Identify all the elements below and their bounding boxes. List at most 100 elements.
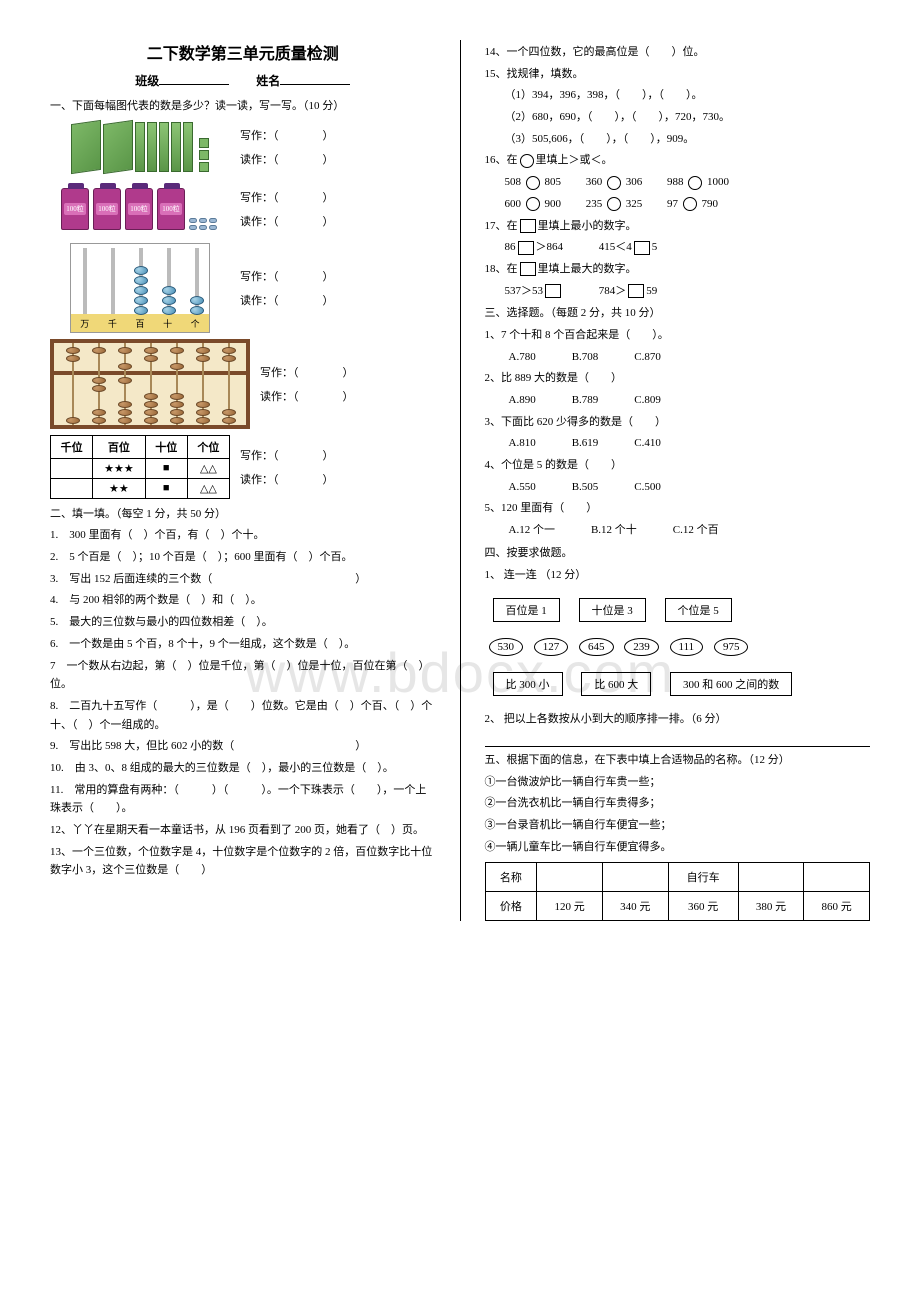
- section-5-title: 五、根据下面的信息，在下表中填上合适物品的名称。（12 分）: [485, 751, 871, 770]
- cf-label-shi: 十: [154, 317, 182, 330]
- mc-3: 3、下面比 620 少得多的数是（ ） A.810 B.619 C.410: [485, 413, 871, 453]
- write-label: 写作：（ ）: [240, 268, 436, 284]
- circle-blank[interactable]: [607, 197, 621, 211]
- mc-5: 5、120 里面有（ ） A.12 个一 B.12 个十 C.12 个百: [485, 499, 871, 539]
- mc-a[interactable]: A.12 个一: [509, 521, 555, 540]
- link-oval[interactable]: 975: [714, 638, 749, 656]
- section-4-title: 四、按要求做题。: [485, 544, 871, 563]
- mc-c[interactable]: C.500: [634, 478, 661, 497]
- info-1: ①一台微波炉比一辆自行车贵一些；: [485, 773, 871, 792]
- goods-price: 380 元: [738, 892, 804, 921]
- pv-cell: ★★★: [93, 458, 145, 478]
- q1-row-blocks: 写作：（ ） 读作：（ ）: [50, 119, 436, 175]
- column-divider: [460, 40, 461, 921]
- read-label: 读作：（ ）: [240, 292, 436, 308]
- mc-c[interactable]: C.870: [634, 348, 661, 367]
- class-blank[interactable]: [159, 84, 229, 85]
- mc-q: 3、下面比 620 少得多的数是（ ）: [485, 413, 871, 432]
- cf-label-qian: 千: [99, 317, 127, 330]
- answer-line[interactable]: [485, 733, 871, 747]
- square-blank[interactable]: [628, 284, 644, 298]
- goods-blank[interactable]: [537, 863, 603, 892]
- mc-a[interactable]: A.890: [509, 391, 536, 410]
- name-blank[interactable]: [280, 84, 350, 85]
- square-blank[interactable]: [518, 241, 534, 255]
- link-oval[interactable]: 530: [489, 638, 524, 656]
- cf-label-ge: 个: [181, 317, 209, 330]
- pv-cell: [51, 478, 93, 498]
- q1-row-place-value: 千位 百位 十位 个位 ★★★ ■ △△ ★★ ■: [50, 435, 436, 499]
- link-oval[interactable]: 127: [534, 638, 569, 656]
- q18-title: 18、在里填上最大的数字。: [485, 260, 871, 279]
- link-box[interactable]: 300 和 600 之间的数: [670, 672, 792, 696]
- mc-c[interactable]: C.410: [634, 434, 661, 453]
- goods-blank[interactable]: [804, 863, 870, 892]
- read-label: 读作：（ ）: [240, 213, 436, 229]
- circle-blank[interactable]: [688, 176, 702, 190]
- square-blank[interactable]: [634, 241, 650, 255]
- abacus-image: [50, 339, 250, 429]
- link-oval[interactable]: 111: [670, 638, 704, 656]
- mc-1: 1、7 个十和 8 个百合起来是（ ）。 A.780B.708C.870: [485, 326, 871, 366]
- goods-th-price: 价格: [485, 892, 537, 921]
- info-2: ②一台洗衣机比一辆自行车贵得多；: [485, 794, 871, 813]
- cf-label-bai: 百: [126, 317, 154, 330]
- mc-q: 5、120 里面有（ ）: [485, 499, 871, 518]
- page-title: 二下数学第三单元质量检测: [50, 40, 436, 64]
- mc-b[interactable]: B.708: [572, 348, 599, 367]
- link-box[interactable]: 百位是 1: [493, 598, 560, 622]
- q17-title: 17、在里填上最小的数字。: [485, 217, 871, 236]
- class-label: 班级: [135, 74, 159, 88]
- mc-b[interactable]: B.505: [572, 478, 599, 497]
- q17-content: 86＞864 415＜45: [485, 238, 871, 257]
- circle-blank[interactable]: [607, 176, 621, 190]
- link-oval[interactable]: 645: [579, 638, 614, 656]
- mc-a[interactable]: A.550: [509, 478, 536, 497]
- section-3-title: 三、选择题。（每题 2 分，共 10 分）: [485, 304, 871, 323]
- place-value-table: 千位 百位 十位 个位 ★★★ ■ △△ ★★ ■: [50, 435, 230, 499]
- page-container: 二下数学第三单元质量检测 班级 姓名 一、下面每幅图代表的数是多少？读一读，写一…: [50, 40, 870, 921]
- mc-b[interactable]: B.619: [572, 434, 599, 453]
- pv-cell: [51, 458, 93, 478]
- q2-6: 6. 一个数是由 5 个百，8 个十，9 个一组成，这个数是（ ）。: [50, 635, 436, 654]
- q2-3: 3. 写出 152 后面连续的三个数（ ）: [50, 570, 436, 589]
- q2-11: 11. 常用的算盘有两种：（ ）（ ）。一个下珠表示（ ），一个上珠表示（ ）。: [50, 781, 436, 818]
- q14: 14、一个四位数，它的最高位是（ ）位。: [485, 43, 871, 62]
- q2-7: 7 一个数从右边起，第（ ）位是千位，第（ ）位是十位，百位在第（ ）位。: [50, 657, 436, 694]
- table-row: 名称 自行车: [485, 863, 870, 892]
- mc-c[interactable]: C.12 个百: [673, 521, 719, 540]
- left-column: 二下数学第三单元质量检测 班级 姓名 一、下面每幅图代表的数是多少？读一读，写一…: [50, 40, 436, 921]
- read-label: 读作：（ ）: [240, 471, 436, 487]
- goods-blank[interactable]: [738, 863, 804, 892]
- circle-blank[interactable]: [526, 197, 540, 211]
- link-box[interactable]: 比 300 小: [493, 672, 563, 696]
- mc-c[interactable]: C.809: [634, 391, 661, 410]
- square-blank[interactable]: [545, 284, 561, 298]
- goods-blank[interactable]: [602, 863, 668, 892]
- mc-a[interactable]: A.780: [509, 348, 536, 367]
- mc-b[interactable]: B.12 个十: [591, 521, 637, 540]
- link-box[interactable]: 个位是 5: [665, 598, 732, 622]
- table-row: 价格 120 元 340 元 360 元 380 元 860 元: [485, 892, 870, 921]
- square-icon: [520, 219, 536, 233]
- section-2-title: 二、填一填。（每空 1 分，共 50 分）: [50, 505, 436, 524]
- goods-price: 340 元: [602, 892, 668, 921]
- q1-row-counting-frame: 万 千 百 十 个 写作：（ ） 读作：（ ）: [50, 243, 436, 333]
- pv-cell: ★★: [93, 478, 145, 498]
- mc-b[interactable]: B.789: [572, 391, 599, 410]
- link-box[interactable]: 十位是 3: [579, 598, 646, 622]
- link-box[interactable]: 比 600 大: [581, 672, 651, 696]
- goods-bike: 自行车: [668, 863, 738, 892]
- q15-2: （2）680，690，（ ），（ ），720，730。: [485, 108, 871, 127]
- mc-4: 4、个位是 5 的数是（ ） A.550 B.505 C.500: [485, 456, 871, 496]
- info-4: ④一辆儿童车比一辆自行车便宜得多。: [485, 838, 871, 857]
- circle-blank[interactable]: [526, 176, 540, 190]
- mc-a[interactable]: A.810: [509, 434, 536, 453]
- pv-cell: ■: [145, 478, 187, 498]
- pv-th-shi: 十位: [145, 435, 187, 458]
- circle-blank[interactable]: [683, 197, 697, 211]
- mc-q: 4、个位是 5 的数是（ ）: [485, 456, 871, 475]
- jars-image: [50, 188, 230, 230]
- mc-2: 2、比 889 大的数是（ ） A.890B.789C.809: [485, 369, 871, 409]
- link-oval[interactable]: 239: [624, 638, 659, 656]
